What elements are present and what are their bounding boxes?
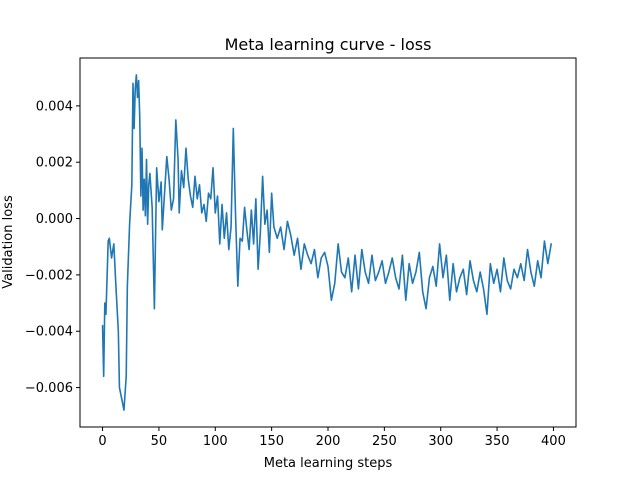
- y-tick-label: 0.002: [36, 156, 73, 171]
- y-tick-label: −0.004: [25, 325, 73, 340]
- x-tick-label: 400: [541, 434, 566, 449]
- x-tick-label: 350: [485, 434, 510, 449]
- x-tick-label: 200: [316, 434, 341, 449]
- y-tick-label: −0.002: [25, 268, 73, 283]
- chart-title: Meta learning curve - loss: [225, 35, 432, 54]
- x-tick-label: 100: [203, 434, 228, 449]
- y-tick-label: −0.006: [25, 381, 73, 396]
- x-tick-label: 250: [372, 434, 397, 449]
- y-tick-label: 0.000: [36, 212, 73, 227]
- series-line-0: [101, 74, 553, 411]
- x-tick-label: 0: [98, 434, 106, 449]
- x-axis-label: Meta learning steps: [264, 456, 393, 471]
- y-tick-label: 0.004: [36, 99, 73, 114]
- x-tick-label: 300: [428, 434, 453, 449]
- plot-area: 0 50 100 150 200 250 300 350 400 −0.006 −0.004 −0.0…: [25, 57, 577, 449]
- x-tick-label: 150: [259, 434, 284, 449]
- y-axis-label: Validation loss: [1, 195, 16, 289]
- x-tick-label: 50: [151, 434, 168, 449]
